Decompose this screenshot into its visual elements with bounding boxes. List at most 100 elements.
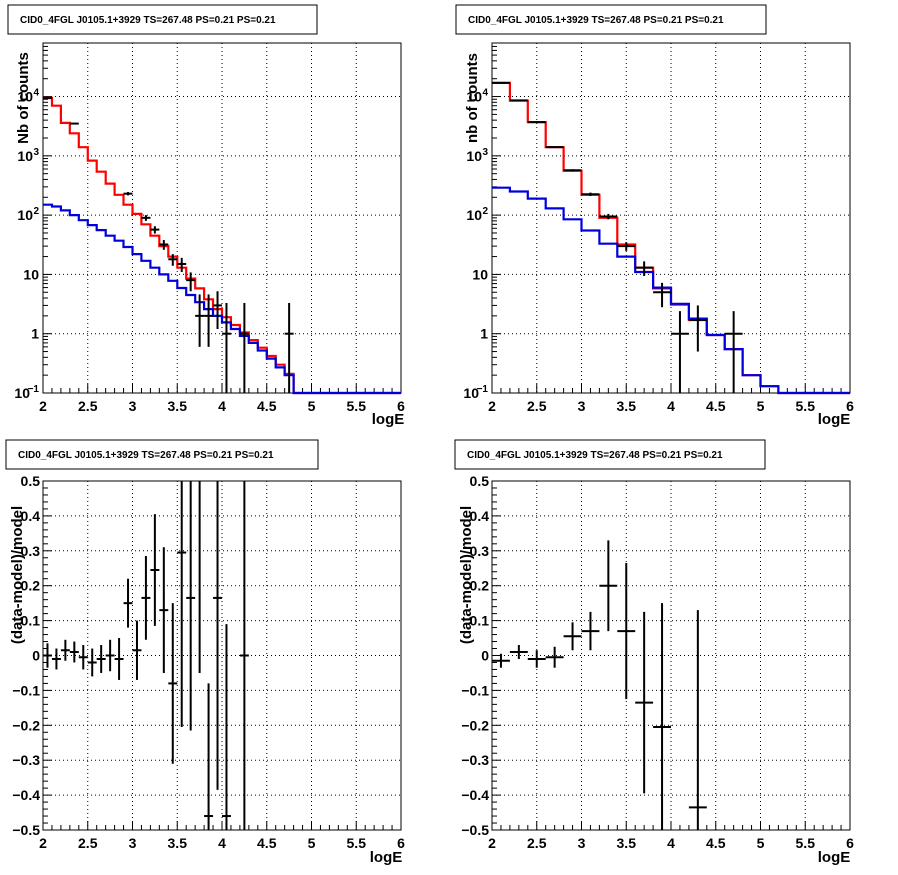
residual-left-x-tick-label: 3.5 <box>168 835 188 851</box>
counts-left-data-point <box>168 254 178 266</box>
residual-right-title-box: CID0_4FGL J0105.1+3929 TS=267.48 PS=0.21… <box>454 439 766 470</box>
residual-left-x-tick-label: 6 <box>397 835 405 851</box>
counts-left-data-point <box>141 215 151 221</box>
residual-left-residual-point <box>159 547 169 673</box>
residual-left-residual-point <box>43 643 52 668</box>
counts-left-x-tick-label: 2 <box>39 398 47 414</box>
counts-left-grid <box>42 43 402 394</box>
residual-left-residual-point <box>105 639 115 672</box>
counts-right-data-point <box>509 99 528 102</box>
residual-left-residual-point <box>132 620 142 680</box>
residual-right-y-tick-label: 0.4 <box>470 508 490 524</box>
counts-left-data-point <box>222 302 231 393</box>
counts-right-data-point <box>581 192 600 197</box>
counts-left-title: CID0_4FGL J0105.1+3929 TS=267.48 PS=0.21… <box>20 15 276 26</box>
counts-left-y-tick-label: 10 <box>14 385 30 401</box>
counts-right-x-tick-label: 5.5 <box>796 398 816 414</box>
residual-left-residual-point <box>168 603 178 764</box>
residual-left-residual-point <box>186 481 196 731</box>
residual-left-x-tick-label: 4 <box>218 835 226 851</box>
residual-left-y-tick-label: 0.3 <box>21 543 41 559</box>
residual-left-x-tick-label: 4.5 <box>257 835 277 851</box>
counts-right-x-tick-label: 6 <box>846 398 854 414</box>
residual-right-residual-point <box>635 611 654 794</box>
residual-right-y-tick-label: −0.3 <box>461 752 489 768</box>
residual-right-y-tick-label: −0.5 <box>461 822 489 838</box>
counts-right-grid <box>491 43 851 394</box>
counts-right-x-tick-label: 4.5 <box>706 398 726 414</box>
residual-left-y-tick-label: −0.3 <box>12 752 40 768</box>
residual-left-residual-point <box>213 481 222 790</box>
residual-left-y-tick-label: −0.1 <box>12 682 40 698</box>
counts-right-data-point <box>724 311 743 393</box>
counts-left-data-point <box>150 226 160 234</box>
counts-right-x-tick-label: 4 <box>667 398 675 414</box>
counts-left-y-tick-exponent: 3 <box>33 147 39 158</box>
counts-right-y-tick-label: 1 <box>480 326 488 342</box>
residual-right-y-tick-label: 0 <box>481 648 489 664</box>
counts-left-y-tick-label: 10 <box>17 148 33 164</box>
residual-left-y-tick-label: 0.4 <box>21 508 41 524</box>
counts-left-x-tick-label: 2.5 <box>78 398 98 414</box>
counts-left-x-tick-label: 4.5 <box>257 398 277 414</box>
residual-left-y-tick-label: 0.2 <box>21 578 41 594</box>
residual-right-panel: CID0_4FGL J0105.1+3929 TS=267.48 PS=0.21… <box>454 439 854 866</box>
residual-right-residual-point <box>653 603 671 830</box>
residual-left-residual-point <box>141 556 151 640</box>
counts-right-model-series-1 <box>492 186 850 395</box>
residual-right-x-tick-label: 2 <box>488 835 496 851</box>
residual-right-y-tick-label: −0.4 <box>461 787 489 803</box>
counts-left-x-tick-label: 5 <box>308 398 316 414</box>
counts-left-data-point <box>43 97 52 100</box>
residual-left-x-tick-label: 5 <box>308 835 316 851</box>
residual-right-y-axis-title: (data-model)/model <box>458 506 475 644</box>
counts-left-y-tick-label: 10 <box>17 89 33 105</box>
counts-left-data-point <box>239 302 249 393</box>
counts-left-data-point <box>69 122 79 125</box>
counts-right-data-point <box>688 305 707 352</box>
residual-right-axis-ticks <box>491 480 851 831</box>
residual-right-residual-point <box>509 645 528 659</box>
residual-left-axis-ticks <box>42 480 402 831</box>
counts-left-y-tick-exponent: 4 <box>33 88 39 99</box>
residual-right-residual-point <box>599 540 618 632</box>
counts-left-x-tick-label: 3 <box>129 398 137 414</box>
counts-left-x-tick-label: 4 <box>218 398 226 414</box>
residual-left-residual-point <box>51 648 61 670</box>
counts-left-data-point <box>186 272 196 292</box>
counts-right-title-box: CID0_4FGL J0105.1+3929 TS=267.48 PS=0.21… <box>455 4 767 35</box>
counts-right-data-point <box>599 213 618 220</box>
counts-right-data-point <box>671 311 689 393</box>
counts-right-y-tick-label: 10 <box>463 385 479 401</box>
residual-right-y-tick-label: 0.1 <box>470 613 490 629</box>
counts-right-y-tick-exponent: 2 <box>482 206 488 217</box>
counts-left-data-point <box>159 240 169 250</box>
counts-left-plot-frame <box>42 42 402 394</box>
counts-right-data-point <box>527 121 546 124</box>
counts-left-x-tick-label: 3.5 <box>168 398 188 414</box>
residual-right-x-axis-title: logE <box>818 849 851 866</box>
counts-left-y-tick-label: 1 <box>31 326 39 342</box>
residual-left-y-tick-label: 0 <box>32 648 40 664</box>
counts-right-data-point <box>492 81 510 84</box>
residual-left-x-tick-label: 2 <box>39 835 47 851</box>
residual-right-x-tick-label: 4 <box>667 835 675 851</box>
residual-right-residual-point <box>688 610 707 830</box>
counts-left-title-box: CID0_4FGL J0105.1+3929 TS=267.48 PS=0.21… <box>7 4 318 35</box>
counts-right-x-tick-label: 3.5 <box>617 398 637 414</box>
residual-right-residual-point <box>545 646 564 668</box>
residual-left-title: CID0_4FGL J0105.1+3929 TS=267.48 PS=0.21… <box>18 450 274 461</box>
residual-left-y-tick-label: −0.5 <box>12 822 40 838</box>
residual-right-y-tick-label: 0.3 <box>470 543 490 559</box>
residual-right-x-tick-label: 2.5 <box>527 835 547 851</box>
residual-right-y-tick-label: −0.1 <box>461 682 489 698</box>
residual-right-grid <box>491 480 851 831</box>
counts-left-model-series-0 <box>43 96 401 395</box>
residual-right-y-tick-label: 0.2 <box>470 578 490 594</box>
residual-right-x-tick-label: 4.5 <box>706 835 726 851</box>
counts-right-data-point <box>635 261 654 277</box>
residual-left-y-tick-label: 0.5 <box>21 473 41 489</box>
residual-right-y-tick-label: −0.2 <box>461 717 489 733</box>
residual-left-y-tick-label: −0.2 <box>12 717 40 733</box>
